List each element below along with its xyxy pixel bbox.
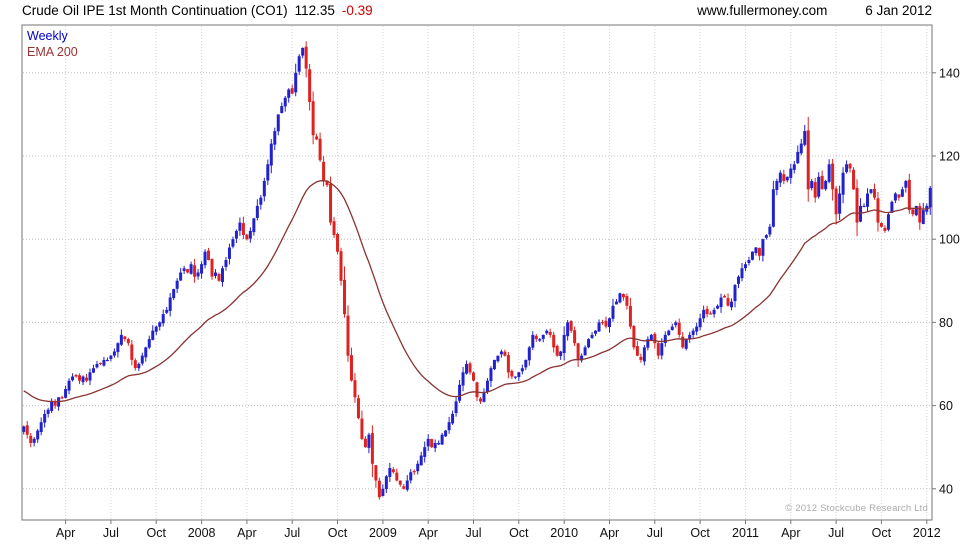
header-right: www.fullermoney.com 6 Jan 2012 <box>697 3 932 18</box>
website-label: www.fullermoney.com <box>697 3 828 18</box>
svg-text:Jul: Jul <box>103 526 119 540</box>
svg-text:40: 40 <box>939 482 953 496</box>
svg-text:140: 140 <box>939 66 960 80</box>
svg-text:2008: 2008 <box>188 526 216 540</box>
svg-text:Oct: Oct <box>146 526 166 540</box>
price-change: -0.39 <box>341 3 373 18</box>
svg-text:2011: 2011 <box>732 526 759 540</box>
svg-text:Apr: Apr <box>56 526 75 540</box>
svg-text:120: 120 <box>939 150 960 164</box>
svg-text:Oct: Oct <box>872 526 892 540</box>
svg-text:Apr: Apr <box>781 526 800 540</box>
svg-text:2009: 2009 <box>369 526 397 540</box>
svg-text:100: 100 <box>939 233 960 247</box>
chart-header: Crude Oil IPE 1st Month Continuation (CO… <box>22 3 932 18</box>
svg-text:80: 80 <box>939 316 953 330</box>
svg-text:2012: 2012 <box>913 526 941 540</box>
svg-text:Apr: Apr <box>600 526 619 540</box>
title-group: Crude Oil IPE 1st Month Continuation (CO… <box>22 3 373 18</box>
date-label: 6 Jan 2012 <box>865 3 932 18</box>
svg-text:2010: 2010 <box>550 526 578 540</box>
svg-text:Oct: Oct <box>328 526 348 540</box>
page-title: Crude Oil IPE 1st Month Continuation (CO… <box>22 3 288 18</box>
legend-weekly: Weekly <box>27 29 68 43</box>
svg-text:Jul: Jul <box>466 526 482 540</box>
chart-legend: Weekly EMA 200 <box>27 28 78 60</box>
svg-text:Jul: Jul <box>647 526 663 540</box>
svg-text:Jul: Jul <box>284 526 300 540</box>
last-price: 112.35 <box>294 3 335 18</box>
svg-text:60: 60 <box>939 399 953 413</box>
svg-text:Oct: Oct <box>509 526 529 540</box>
svg-text:Jul: Jul <box>828 526 844 540</box>
legend-ema-200: EMA 200 <box>27 45 78 59</box>
copyright-label: © 2012 Stockcube Research Ltd <box>785 503 928 514</box>
svg-text:Oct: Oct <box>690 526 710 540</box>
svg-text:Apr: Apr <box>237 526 256 540</box>
svg-text:Apr: Apr <box>418 526 437 540</box>
